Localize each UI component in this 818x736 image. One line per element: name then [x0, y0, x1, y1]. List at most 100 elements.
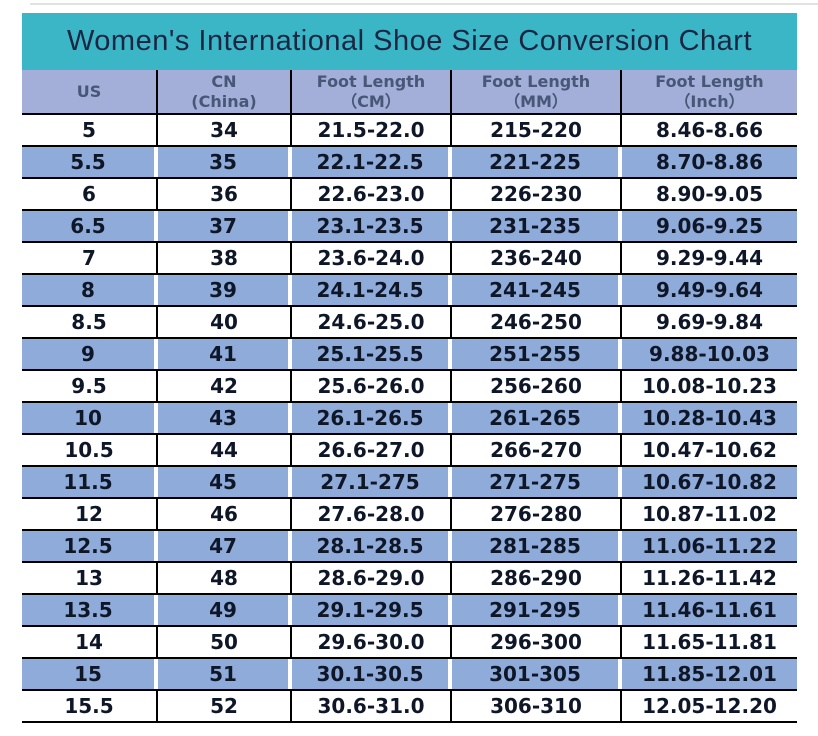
table-cell-inch: 9.06-9.25 — [656, 214, 763, 238]
table-cell-cn: 52 — [158, 691, 292, 721]
table-row: 13 48 28.6-29.0 286-290 11.26-11.42 — [22, 563, 797, 595]
table-cell-cm: 29.1-29.5 — [292, 595, 452, 625]
table-cell-cm: 26.6-27.0 — [292, 435, 452, 465]
table-cell-inch: 11.46-11.61 — [642, 598, 777, 622]
table-cell-inch: 10.28-10.43 — [642, 406, 777, 430]
table-cell-inch: 9.29-9.44 — [656, 246, 763, 270]
table-cell-us: 6.5 — [22, 211, 158, 241]
table-cell-inch: 12.05-12.20 — [642, 694, 777, 718]
table-row: 9.5 42 25.6-26.0 256-260 10.08-10.23 — [22, 371, 797, 403]
table-cell-mm: 276-280 — [452, 499, 622, 529]
table-cell-cm: 28.1-28.5 — [292, 531, 452, 561]
table-cell-us: 5.5 — [22, 147, 158, 177]
chart-title: Women's International Shoe Size Conversi… — [66, 25, 753, 57]
column-header-cn: CN (China) — [158, 70, 292, 113]
table-cell-inch: 9.88-10.03 — [649, 342, 770, 366]
table-cell-inch: 11.65-11.81 — [642, 630, 777, 654]
table-cell-cn: 35 — [158, 147, 292, 177]
table-cell-inch: 8.90-9.05 — [656, 182, 763, 206]
table-cell-cm: 26.1-26.5 — [292, 403, 452, 433]
table-cell-mm: 221-225 — [452, 147, 622, 177]
table-cell-cn: 46 — [158, 499, 292, 529]
table-cell-us: 8.5 — [22, 307, 158, 337]
table-cell-cn: 47 — [158, 531, 292, 561]
table-row: 8 39 24.1-24.5 241-245 9.49-9.64 — [22, 275, 797, 307]
column-header-sublabel: （CM） — [341, 91, 401, 111]
table-cell-mm: 261-265 — [452, 403, 622, 433]
table-cell-cn: 41 — [158, 339, 292, 369]
table-cell-us: 15.5 — [22, 691, 158, 721]
table-cell-inch: 10.67-10.82 — [642, 470, 777, 494]
table-row: 15 51 30.1-30.5 301-305 11.85-12.01 — [22, 659, 797, 691]
table-cell-mm: 231-235 — [452, 211, 622, 241]
table-cell-inch: 8.46-8.66 — [656, 118, 763, 142]
table-cell-mm: 215-220 — [452, 115, 622, 145]
column-header-cm: Foot Length （CM） — [292, 70, 452, 113]
table-cell-us: 10 — [22, 403, 158, 433]
table-cell-mm: 306-310 — [452, 691, 622, 721]
table-row: 5 34 21.5-22.0 215-220 8.46-8.66 — [22, 115, 797, 147]
table-cell-us: 6 — [22, 179, 158, 209]
column-header-mm: Foot Length （MM） — [452, 70, 622, 113]
table-cell-cm: 27.6-28.0 — [292, 499, 452, 529]
table-cell-inch: 11.26-11.42 — [642, 566, 777, 590]
table-cell-mm: 256-260 — [452, 371, 622, 401]
table-cell-cn: 42 — [158, 371, 292, 401]
table-cell-inch: 11.85-12.01 — [642, 662, 777, 686]
column-header-label: CN — [211, 71, 237, 91]
table-cell-cm: 23.6-24.0 — [292, 243, 452, 273]
table-cell-inch: 10.08-10.23 — [642, 374, 777, 398]
table-cell-cn: 50 — [158, 627, 292, 657]
table-row: 10.5 44 26.6-27.0 266-270 10.47-10.62 — [22, 435, 797, 467]
table-cell-inch: 9.69-9.84 — [656, 310, 763, 334]
table-cell-cm: 21.5-22.0 — [292, 115, 452, 145]
table-cell-cm: 22.6-23.0 — [292, 179, 452, 209]
table-cell-cn: 38 — [158, 243, 292, 273]
table-cell-us: 12.5 — [22, 531, 158, 561]
table-cell-cm: 30.1-30.5 — [292, 659, 452, 689]
table-cell-us: 8 — [22, 275, 158, 305]
table-cell-cn: 39 — [158, 275, 292, 305]
table-cell-cm: 24.1-24.5 — [292, 275, 452, 305]
table-cell-mm: 241-245 — [452, 275, 622, 305]
table-row: 12.5 47 28.1-28.5 281-285 11.06-11.22 — [22, 531, 797, 563]
table-cell-us: 9.5 — [22, 371, 158, 401]
column-header-us: US — [22, 70, 158, 113]
table-cell-mm: 236-240 — [452, 243, 622, 273]
table-cell-mm: 301-305 — [452, 659, 622, 689]
table-cell-cm: 25.1-25.5 — [292, 339, 452, 369]
table-cell-inch: 8.70-8.86 — [656, 150, 763, 174]
table-cell-cm: 22.1-22.5 — [292, 147, 452, 177]
table-cell-us: 5 — [22, 115, 158, 145]
conversion-chart: Women's International Shoe Size Conversi… — [22, 13, 797, 723]
table-cell-cm: 29.6-30.0 — [292, 627, 452, 657]
column-header-label: Foot Length — [316, 71, 426, 91]
column-header-inch: Foot Length （Inch） — [622, 70, 797, 113]
table-cell-cm: 25.6-26.0 — [292, 371, 452, 401]
table-cell-inch: 10.87-11.02 — [642, 502, 777, 526]
table-cell-cm: 24.6-25.0 — [292, 307, 452, 337]
table-cell-us: 11.5 — [22, 467, 158, 497]
table-row: 6 36 22.6-23.0 226-230 8.90-9.05 — [22, 179, 797, 211]
table-cell-us: 7 — [22, 243, 158, 273]
table-cell-inch: 10.47-10.62 — [642, 438, 777, 462]
table-row: 14 50 29.6-30.0 296-300 11.65-11.81 — [22, 627, 797, 659]
table-cell-mm: 286-290 — [452, 563, 622, 593]
column-header-sublabel: （MM） — [504, 91, 568, 111]
table-row: 15.5 52 30.6-31.0 306-310 12.05-12.20 — [22, 691, 797, 723]
table-row: 9 41 25.1-25.5 251-255 9.88-10.03 — [22, 339, 797, 371]
table-row: 12 46 27.6-28.0 276-280 10.87-11.02 — [22, 499, 797, 531]
column-header-sublabel: （Inch） — [674, 91, 745, 111]
table-cell-cm: 28.6-29.0 — [292, 563, 452, 593]
table-cell-mm: 226-230 — [452, 179, 622, 209]
table-cell-cn: 36 — [158, 179, 292, 209]
table-row: 13.5 49 29.1-29.5 291-295 11.46-11.61 — [22, 595, 797, 627]
table-cell-inch: 9.49-9.64 — [656, 278, 763, 302]
table-cell-inch: 11.06-11.22 — [642, 534, 777, 558]
column-header-label: Foot Length — [481, 71, 591, 91]
table-cell-us: 12 — [22, 499, 158, 529]
table-row: 10 43 26.1-26.5 261-265 10.28-10.43 — [22, 403, 797, 435]
table-cell-cn: 37 — [158, 211, 292, 241]
table-cell-cn: 40 — [158, 307, 292, 337]
table-cell-cn: 34 — [158, 115, 292, 145]
